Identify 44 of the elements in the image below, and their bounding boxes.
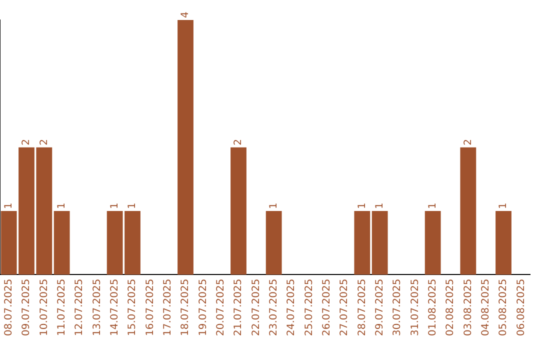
data-label: 2 — [21, 138, 32, 146]
x-tick-label: 19.07.2025 — [198, 278, 209, 336]
x-tick-label: 29.07.2025 — [374, 278, 386, 336]
x-tick-label: 20.07.2025 — [215, 278, 226, 336]
x-tick-label: 22.07.2025 — [250, 278, 262, 336]
x-tick-label: 25.07.2025 — [304, 278, 315, 336]
data-label: 1 — [3, 202, 14, 210]
x-tick-label: 05.08.2025 — [498, 278, 510, 336]
x-tick-label: 06.08.2025 — [516, 278, 527, 336]
x-tick-label: 21.07.2025 — [233, 278, 244, 336]
x-tick-label: 30.07.2025 — [392, 278, 404, 336]
x-tick-label: 04.08.2025 — [480, 278, 492, 336]
data-label: 4 — [180, 12, 192, 18]
data-label: 1 — [356, 202, 368, 210]
data-label: 2 — [233, 138, 244, 146]
data-label: 1 — [427, 202, 438, 210]
data-label: 1 — [374, 202, 386, 210]
x-tick-label: 01.08.2025 — [427, 278, 438, 336]
x-tick-label: 27.07.2025 — [339, 278, 350, 336]
x-tick-label: 03.08.2025 — [462, 278, 474, 336]
x-tick-label: 26.07.2025 — [321, 278, 332, 336]
data-label: 1 — [56, 202, 68, 210]
data-label: 2 — [38, 138, 50, 146]
x-tick-label: 23.07.2025 — [268, 278, 280, 336]
x-tick-label: 17.07.2025 — [162, 278, 174, 336]
data-label: 1 — [498, 202, 510, 210]
x-tick-label: 08.07.2025 — [3, 278, 14, 336]
x-tick-label: 16.07.2025 — [144, 278, 156, 336]
x-tick-label: 10.07.2025 — [38, 278, 50, 336]
x-tick-label: 31.07.2025 — [410, 278, 421, 336]
x-tick-label: 18.07.2025 — [180, 278, 192, 336]
x-tick-label: 13.07.2025 — [92, 278, 103, 336]
x-tick-label: 15.07.2025 — [127, 278, 138, 336]
x-tick-label: 24.07.2025 — [286, 278, 298, 336]
x-tick-label: 12.07.2025 — [74, 278, 86, 336]
data-label: 1 — [268, 202, 280, 210]
x-tick-label: 28.07.2025 — [356, 278, 368, 336]
x-tick-label: 14.07.2025 — [109, 278, 120, 336]
x-tick-label: 09.07.2025 — [21, 278, 32, 336]
x-tick-label: 11.07.2025 — [56, 278, 68, 336]
x-tick-label: 02.08.2025 — [445, 278, 456, 336]
data-label: 1 — [127, 202, 138, 210]
data-label: 1 — [109, 202, 120, 210]
data-label: 2 — [462, 138, 474, 146]
